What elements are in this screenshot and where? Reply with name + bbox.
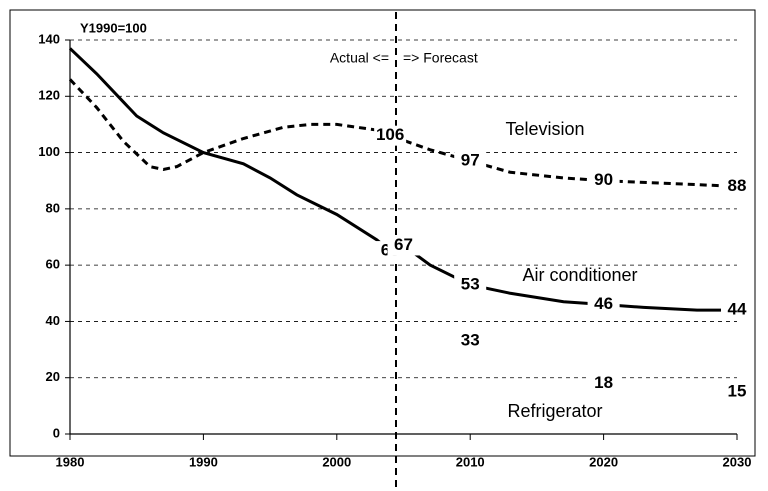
x-tick-label: 2000 bbox=[322, 454, 351, 469]
series-name: Air conditioner bbox=[522, 265, 637, 285]
y-tick-label: 0 bbox=[53, 425, 60, 440]
data-label: 46 bbox=[594, 294, 613, 313]
label-background bbox=[454, 331, 487, 352]
series-name: Refrigerator bbox=[507, 401, 602, 421]
data-label: 88 bbox=[728, 176, 747, 195]
data-label: 90 bbox=[594, 170, 613, 189]
data-label: 33 bbox=[461, 331, 480, 350]
x-tick-label: 1980 bbox=[56, 454, 85, 469]
annotation: Actual <= bbox=[330, 50, 389, 66]
y-unit-label: Y1990=100 bbox=[80, 20, 147, 35]
plot-frame bbox=[69, 40, 737, 435]
annotation: => Forecast bbox=[403, 50, 478, 66]
data-label: 15 bbox=[728, 381, 747, 400]
label-background bbox=[387, 235, 420, 256]
y-tick-label: 80 bbox=[46, 200, 60, 215]
data-label: 18 bbox=[594, 373, 613, 392]
data-label: 53 bbox=[461, 274, 480, 293]
label-background bbox=[721, 176, 753, 197]
x-tick-label: 2010 bbox=[456, 454, 485, 469]
x-tick-label: 2020 bbox=[589, 454, 618, 469]
data-label: 67 bbox=[394, 235, 413, 254]
chart-frame bbox=[9, 9, 756, 457]
label-background bbox=[721, 300, 753, 321]
data-label: 44 bbox=[728, 300, 747, 319]
x-tick-label: 1990 bbox=[189, 454, 218, 469]
data-label: 97 bbox=[461, 150, 480, 169]
label-background bbox=[721, 381, 753, 402]
y-tick-label: 100 bbox=[38, 144, 60, 159]
x-tick-label: 2030 bbox=[723, 454, 752, 469]
label-background bbox=[587, 294, 620, 315]
y-tick-label: 20 bbox=[46, 369, 60, 384]
y-tick-label: 60 bbox=[46, 257, 60, 272]
label-background bbox=[587, 373, 620, 394]
y-tick-label: 140 bbox=[38, 31, 60, 46]
y-tick-label: 120 bbox=[38, 88, 60, 103]
label-background bbox=[454, 151, 487, 172]
series-line bbox=[68, 78, 738, 188]
label-background bbox=[454, 274, 487, 295]
y-tick-label: 40 bbox=[46, 313, 60, 328]
series-name: Television bbox=[505, 119, 584, 139]
label-background bbox=[374, 125, 407, 146]
data-label: 106 bbox=[376, 125, 404, 144]
label-background bbox=[587, 170, 620, 191]
